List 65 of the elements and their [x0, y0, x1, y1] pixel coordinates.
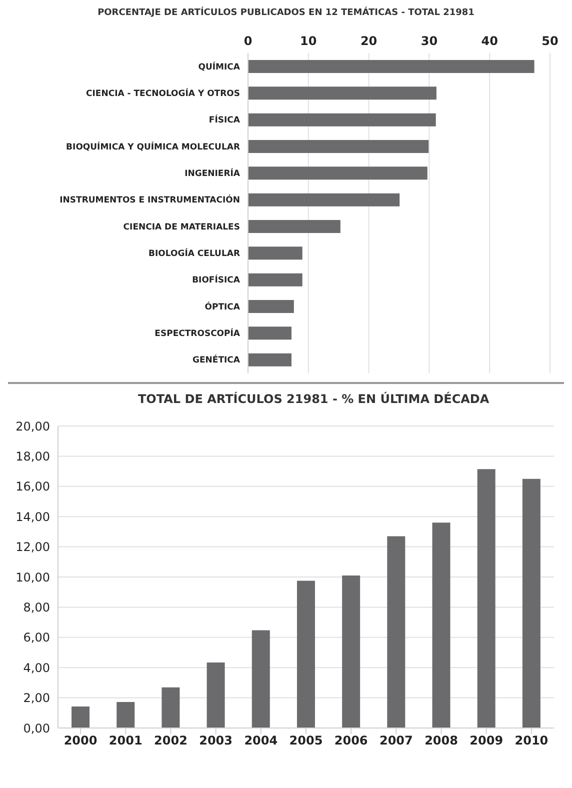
y-tick-label: INSTRUMENTOS E INSTRUMENTACIÓN — [60, 194, 240, 206]
y-tick-label: 10,00 — [16, 570, 50, 584]
bar — [477, 469, 496, 728]
x-tick-label: 2004 — [244, 734, 278, 748]
y-tick-label: 12,00 — [16, 540, 50, 554]
bar — [248, 353, 292, 366]
y-tick-label: BIOLOGÍA CELULAR — [148, 248, 240, 260]
y-tick-label: CIENCIA DE MATERIALES — [123, 222, 240, 232]
y-tick-label: 8,00 — [23, 600, 50, 614]
y-tick-label: BIOFÍSICA — [192, 274, 240, 286]
x-tick-label: 2010 — [514, 734, 548, 748]
x-tick-label: 40 — [481, 34, 498, 48]
y-tick-label: 2,00 — [23, 691, 50, 706]
bar — [296, 580, 315, 728]
y-tick-label: 4,00 — [23, 660, 50, 675]
y-tick-label: 14,00 — [16, 510, 50, 524]
bar — [206, 662, 225, 728]
y-tick-label: ÓPTICA — [204, 301, 240, 312]
y-tick-label: FÍSICA — [208, 114, 240, 126]
x-tick-label: 2009 — [470, 734, 504, 748]
x-tick-label: 30 — [420, 34, 438, 48]
bar — [248, 326, 292, 340]
x-tick-label: 2007 — [379, 734, 413, 748]
bar — [432, 522, 450, 728]
y-tick-label: 18,00 — [16, 449, 50, 464]
bar — [116, 702, 135, 728]
bar — [72, 706, 90, 728]
y-tick-label: 20,00 — [16, 419, 50, 434]
x-tick-label: 0 — [244, 34, 252, 48]
y-tick-label: INGENIERÍA — [184, 168, 240, 180]
bar — [248, 140, 429, 153]
bar — [252, 630, 270, 728]
y-tick-label: 6,00 — [23, 630, 50, 645]
y-tick-label: 16,00 — [16, 480, 50, 494]
chart-title: TOTAL DE ARTÍCULOS 21981 - % EN ÚLTIMA DÉCADA — [137, 392, 490, 406]
x-tick-label: 50 — [542, 34, 558, 48]
x-tick-label: 2002 — [154, 734, 188, 748]
bar — [248, 193, 400, 206]
bar — [387, 536, 406, 728]
bar — [248, 300, 294, 313]
y-tick-label: QUÍMICA — [198, 61, 240, 72]
y-tick-label: GENÉTICA — [192, 354, 240, 366]
x-tick-label: 10 — [300, 34, 317, 48]
x-tick-label: 20 — [360, 34, 378, 48]
y-tick-label: ESPECTROSCOPÍA — [154, 328, 240, 340]
bar — [248, 113, 436, 126]
bar — [248, 220, 340, 233]
x-tick-label: 2001 — [108, 734, 142, 748]
bar — [248, 86, 436, 100]
x-tick-label: 2005 — [289, 734, 323, 748]
bar — [248, 273, 302, 286]
bar — [162, 687, 180, 728]
x-tick-label: 2006 — [334, 734, 368, 748]
x-tick-label: 2000 — [64, 734, 98, 748]
bar — [248, 60, 534, 73]
bar — [522, 478, 540, 728]
y-tick-label: 0,00 — [23, 721, 50, 736]
bar — [342, 575, 360, 728]
y-tick-label: BIOQUÍMICA Y QUÍMICA MOLECULAR — [66, 141, 240, 152]
chart-title: PORCENTAJE DE ARTÍCULOS PUBLICADOS EN 12 TEMÁTICAS - TOTAL 21981 — [96, 8, 476, 18]
y-tick-label: CIENCIA - TECNOLOGÍA Y OTROS — [86, 88, 240, 100]
x-tick-label: 2003 — [199, 734, 233, 748]
x-tick-label: 2008 — [424, 734, 458, 748]
bar — [248, 246, 302, 260]
bar — [248, 166, 428, 180]
